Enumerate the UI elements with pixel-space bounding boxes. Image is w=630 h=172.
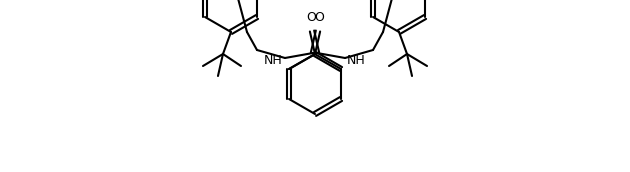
Text: NH: NH: [347, 53, 366, 67]
Text: O: O: [306, 11, 316, 24]
Text: O: O: [314, 11, 324, 24]
Text: NH: NH: [264, 53, 283, 67]
